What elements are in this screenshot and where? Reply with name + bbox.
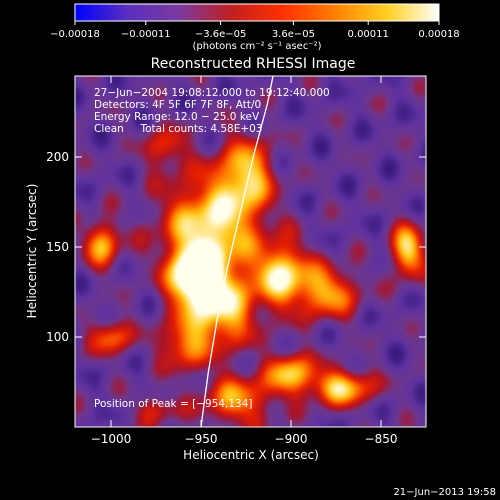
annotation-peak-position: Position of Peak = [−954,134]	[94, 398, 253, 410]
colorbar-tick-label: 0.00018	[418, 29, 459, 40]
y-tick-label: 100	[46, 330, 69, 344]
annotation-time-range: 27−Jun−2004 19:08:12.000 to 19:12:40.000	[94, 87, 330, 99]
colorbar-gradient	[74, 3, 440, 22]
colorbar-tick-label: −0.00018	[50, 29, 100, 40]
y-tick-labels: 100 150 200	[46, 150, 69, 344]
colorbar-tick-label: −3.6e−05	[195, 29, 247, 40]
annotation-detectors: Detectors: 4F 5F 6F 7F 8F, Att/0	[94, 99, 261, 111]
colorbar-unit-label: (photons cm⁻² s⁻¹ asec⁻²)	[192, 41, 321, 52]
x-tick-label: −950	[185, 432, 218, 446]
colorbar-ticks	[74, 21, 440, 25]
plot-frame	[74, 75, 427, 428]
y-axis-label: Heliocentric Y (arcsec)	[25, 184, 39, 319]
plot-area: 27−Jun−2004 19:08:12.000 to 19:12:40.000…	[74, 75, 427, 428]
chart-title: Reconstructed RHESSI Image	[151, 56, 356, 72]
y-tick-label: 200	[46, 150, 69, 164]
colorbar: −0.00018 −0.00011 −3.6e−05 3.6e−05 0.00011 0.…	[50, 3, 460, 52]
x-tick-labels: −1000 −950 −900 −850	[91, 432, 398, 446]
colorbar-tick-label: −0.00011	[121, 29, 171, 40]
y-tick-label: 150	[46, 240, 69, 254]
x-tick-label: −1000	[91, 432, 132, 446]
heatmap-image	[75, 76, 426, 427]
colorbar-tick-label: 3.6e−05	[272, 29, 315, 40]
footer-timestamp: 21−Jun−2013 19:58	[393, 487, 496, 498]
x-axis-label: Heliocentric X (arcsec)	[183, 448, 319, 462]
annotation-clean-counts: Clean Total counts: 4.58E+03	[94, 123, 263, 135]
axis-ticks	[75, 76, 426, 427]
solar-limb-curve	[200, 75, 274, 428]
x-tick-label: −850	[365, 432, 398, 446]
colorbar-tick-label: 0.00011	[348, 29, 389, 40]
colorbar-tick-labels: −0.00018 −0.00011 −3.6e−05 3.6e−05 0.00011 0.…	[50, 29, 460, 40]
x-tick-label: −900	[275, 432, 308, 446]
annotation-energy-range: Energy Range: 12.0 − 25.0 keV	[94, 111, 260, 123]
